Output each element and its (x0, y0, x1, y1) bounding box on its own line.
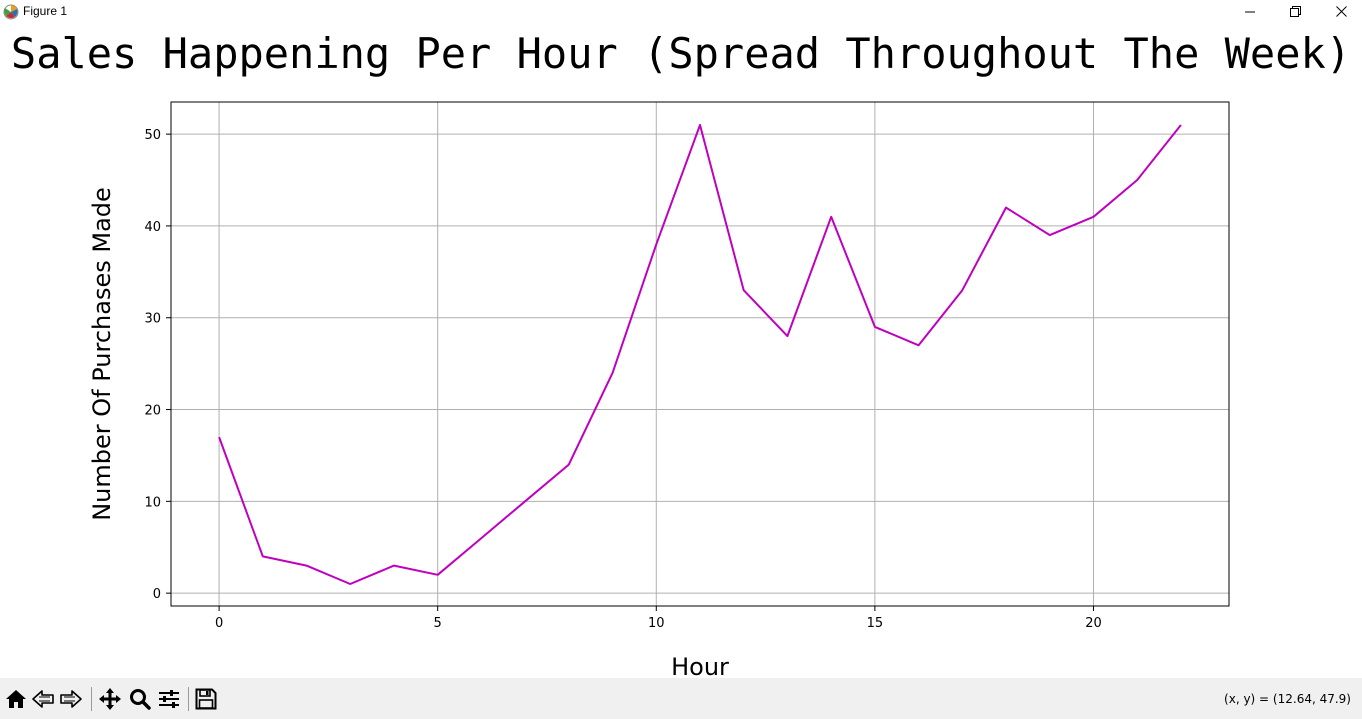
matplotlib-app-icon (3, 4, 19, 20)
close-button[interactable] (1318, 0, 1362, 23)
x-tick-label: 10 (648, 616, 665, 631)
x-tick-label: 15 (867, 616, 884, 631)
x-tick-label: 0 (215, 616, 223, 631)
line-chart[interactable]: 0 5 10 15 20 0 10 20 30 40 50 Hour Number Of Purch… (0, 0, 1362, 678)
move-icon (99, 688, 121, 710)
series-line (218, 124, 1182, 585)
toolbar-separator (188, 687, 189, 711)
x-axis-label: Hour (671, 653, 729, 678)
x-tick-label: 5 (434, 616, 442, 631)
y-tick-label: 10 (144, 495, 161, 510)
x-tick-label: 20 (1085, 616, 1102, 631)
maximize-button[interactable] (1272, 0, 1318, 23)
figure-canvas[interactable] (0, 23, 1362, 678)
maximize-icon (1289, 6, 1301, 17)
minimize-icon (1245, 11, 1255, 12)
navigation-toolbar (0, 678, 1362, 719)
window-titlebar: Figure 1 (0, 0, 1362, 23)
cursor-coordinates: (x, y) = (12.64, 47.9) (1224, 692, 1351, 706)
y-tick-label: 0 (153, 587, 161, 602)
forward-button[interactable] (58, 686, 84, 712)
chart-title: Sales Happening Per Hour (Spread Through… (10, 29, 1352, 78)
y-tick-label: 50 (144, 128, 161, 143)
back-button[interactable] (30, 686, 56, 712)
y-tick-label: 20 (144, 404, 161, 419)
axis-ticks: 0 5 10 15 20 0 10 20 30 40 50 (144, 128, 1101, 631)
y-axis-label: Number Of Purchases Made (88, 187, 116, 521)
close-icon (1335, 6, 1347, 17)
pan-button[interactable] (97, 686, 123, 712)
window-title: Figure 1 (23, 4, 68, 18)
minimize-button[interactable] (1227, 0, 1273, 23)
toolbar-separator (91, 687, 92, 711)
home-icon (6, 690, 26, 708)
save-button[interactable] (193, 686, 219, 712)
y-tick-label: 30 (144, 312, 161, 327)
grid-lines (171, 102, 1229, 606)
back-arrow-icon (32, 690, 54, 708)
zoom-button[interactable] (127, 686, 153, 712)
forward-arrow-icon (60, 690, 82, 708)
floppy-disk-icon (195, 688, 217, 710)
home-button[interactable] (3, 686, 29, 712)
axes-frame (170, 101, 1230, 607)
y-tick-label: 40 (144, 220, 161, 235)
sliders-icon (159, 690, 179, 708)
magnifier-icon (130, 689, 151, 710)
configure-subplots-button[interactable] (156, 686, 182, 712)
